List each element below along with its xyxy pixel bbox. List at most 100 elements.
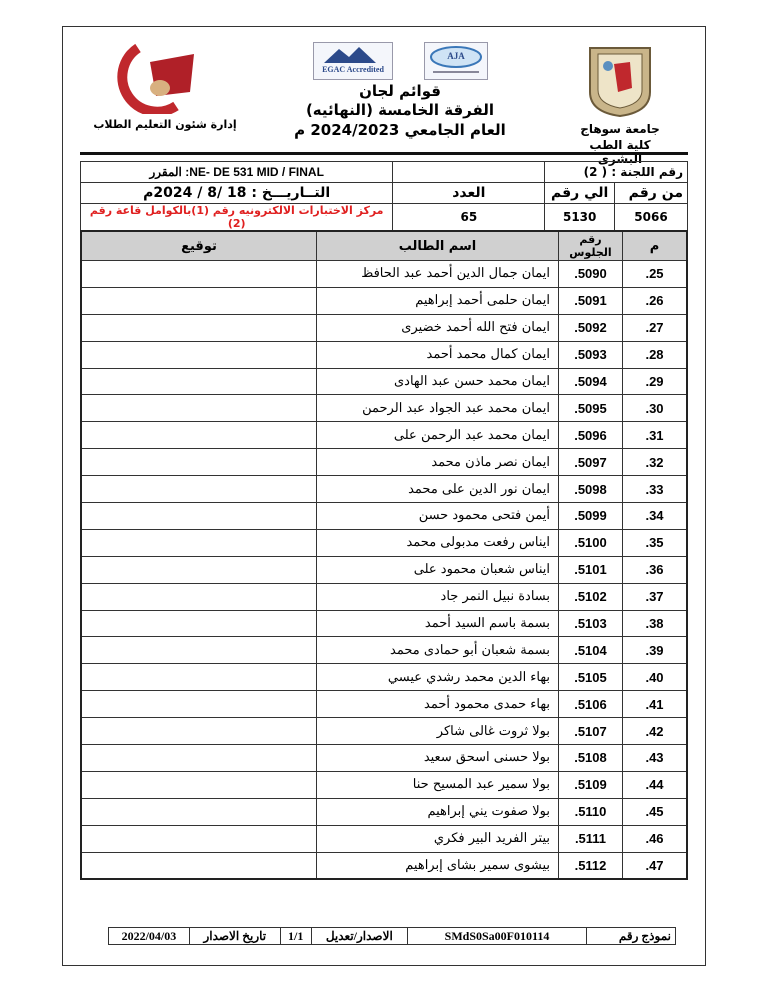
row-index: .34 xyxy=(622,502,688,530)
student-name: بهاء حمدى محمود أحمد xyxy=(316,690,559,719)
signature-cell[interactable] xyxy=(80,582,317,611)
signature-cell[interactable] xyxy=(80,744,317,772)
signature-cell[interactable] xyxy=(80,502,317,530)
table-header-row: م رقم الجلوس اسم الطالب توقيع xyxy=(80,230,688,261)
seat-number: .5099 xyxy=(558,502,623,530)
to-value: 5130 xyxy=(544,203,615,231)
row-index: .28 xyxy=(622,340,688,369)
students-table: م رقم الجلوس اسم الطالب توقيع .25.5090 اي… xyxy=(80,230,688,881)
seat-number: .5110 xyxy=(558,797,623,826)
student-name: ايمان محمد عبد الرحمن على xyxy=(316,421,559,450)
seat-number: .5098 xyxy=(558,475,623,504)
seat-number: .5096 xyxy=(558,421,623,450)
seat-number: .5112 xyxy=(558,851,623,880)
student-name: ايمان فتح الله أحمد خضيرى xyxy=(316,313,559,342)
table-row: .25.5090 ايمان جمال الدين أحمد عبد الحافظ xyxy=(80,260,688,288)
seat-number: .5105 xyxy=(558,663,623,692)
row-index: .46 xyxy=(622,824,688,853)
form-footer-table: نموذج رقم SMdS0Sa00F010114 الاصدار/تعديل… xyxy=(108,927,676,945)
table-row: .43.5108 بولا حسنى اسحق سعيد xyxy=(80,744,688,772)
table-row: .46.5111 بيتر الفريد البير فكري xyxy=(80,824,688,853)
student-name: ايمان جمال الدين أحمد عبد الحافظ xyxy=(316,260,559,288)
signature-cell[interactable] xyxy=(80,475,317,504)
signature-cell[interactable] xyxy=(80,260,317,288)
signature-cell[interactable] xyxy=(80,555,317,584)
signature-cell[interactable] xyxy=(80,636,317,665)
signature-cell[interactable] xyxy=(80,717,317,746)
page-border xyxy=(62,26,706,966)
student-name: بيشوى سمير بشاى إبراهيم xyxy=(316,851,559,880)
student-name: بسادة نبيل النمر جاد xyxy=(316,582,559,611)
seat-number: .5108 xyxy=(558,744,623,772)
to-label: الي رقم xyxy=(544,182,615,204)
row-index: .31 xyxy=(622,421,688,450)
row-index: .39 xyxy=(622,636,688,665)
course-code: NE- DE 531 MID / FINAL: المقرر xyxy=(79,161,394,183)
seat-number: .5091 xyxy=(558,286,623,315)
form-number-value: SMdS0Sa00F010114 xyxy=(407,927,587,945)
count-value: 65 xyxy=(392,203,546,231)
from-label: من رقم xyxy=(614,182,688,204)
exam-date: التــاريـــخ : 18 /8 / 2024م xyxy=(79,182,394,204)
header-divider xyxy=(80,152,688,155)
table-row: .41.5106 بهاء حمدى محمود أحمد xyxy=(80,690,688,719)
signature-cell[interactable] xyxy=(80,851,317,880)
student-name: ايمان حلمى أحمد إبراهيم xyxy=(316,286,559,315)
student-name: أيمن فتحى محمود حسن xyxy=(316,502,559,530)
signature-cell[interactable] xyxy=(80,824,317,853)
version-value: 1/1 xyxy=(279,927,312,945)
row-index: .45 xyxy=(622,797,688,826)
department-name: إدارة شئون التعليم الطلاب xyxy=(93,118,237,131)
table-row: .36.5101 ايناس شعبان محمود على xyxy=(80,555,688,584)
student-name: بولا صفوت يني إبراهيم xyxy=(316,797,559,826)
table-row: .42.5107 بولا ثروت غالى شاكر xyxy=(80,717,688,746)
table-row: .38.5103 بسمة باسم السيد أحمد xyxy=(80,609,688,638)
issue-date-label: تاريخ الاصدار xyxy=(188,927,281,945)
student-name: ايناس رفعت مدبولى محمد xyxy=(316,528,559,557)
faculty-medicine-logo xyxy=(98,40,210,117)
student-name: ايمان كمال محمد أحمد xyxy=(316,340,559,369)
aja-certification-logo: AJA xyxy=(424,42,488,80)
row-index: .35 xyxy=(622,528,688,557)
row-index: .40 xyxy=(622,663,688,692)
egac-logo-text: EGAC Accredited xyxy=(322,65,384,74)
seat-number: .5102 xyxy=(558,582,623,611)
table-row: .37.5102 بسادة نبيل النمر جاد xyxy=(80,582,688,611)
row-index: .38 xyxy=(622,609,688,638)
signature-cell[interactable] xyxy=(80,797,317,826)
student-name: بهاء الدين محمد رشدي عيسي xyxy=(316,663,559,692)
from-value: 5066 xyxy=(614,203,688,231)
seat-number: .5092 xyxy=(558,313,623,342)
signature-cell[interactable] xyxy=(80,340,317,369)
signature-cell[interactable] xyxy=(80,367,317,396)
seat-number: .5103 xyxy=(558,609,623,638)
student-name: بولا سمير عبد المسيح حنا xyxy=(316,770,559,799)
header-student-name: اسم الطالب xyxy=(316,230,559,261)
egac-accreditation-logo: EGAC Accredited xyxy=(313,42,393,80)
signature-cell[interactable] xyxy=(80,313,317,342)
title-line-2: الفرقة الخامسة (النهائيه) xyxy=(305,101,495,119)
student-name: بيتر الفريد البير فكري xyxy=(316,824,559,853)
exam-location: مركز الاختبارات الالكترونيه رقم (1)بالكو… xyxy=(79,203,394,231)
seat-number: .5107 xyxy=(558,717,623,746)
student-name: بولا حسنى اسحق سعيد xyxy=(316,744,559,772)
header-signature: توقيع xyxy=(80,230,317,261)
table-row: .47.5112 بيشوى سمير بشاى إبراهيم xyxy=(80,851,688,880)
signature-cell[interactable] xyxy=(80,448,317,477)
row-index: .42 xyxy=(622,717,688,746)
signature-cell[interactable] xyxy=(80,421,317,450)
signature-cell[interactable] xyxy=(80,770,317,799)
signature-cell[interactable] xyxy=(80,690,317,719)
committee-number: رقم اللجنة : ( 2) xyxy=(544,161,688,183)
signature-cell[interactable] xyxy=(80,609,317,638)
signature-cell[interactable] xyxy=(80,528,317,557)
signature-cell[interactable] xyxy=(80,663,317,692)
signature-cell[interactable] xyxy=(80,286,317,315)
table-row: .27.5092 ايمان فتح الله أحمد خضيرى xyxy=(80,313,688,342)
student-name: بسمة باسم السيد أحمد xyxy=(316,609,559,638)
row-index: .41 xyxy=(622,690,688,719)
row-index: .47 xyxy=(622,851,688,880)
table-row: .31.5096 ايمان محمد عبد الرحمن على xyxy=(80,421,688,450)
signature-cell[interactable] xyxy=(80,394,317,423)
table-row: .34.5099 أيمن فتحى محمود حسن xyxy=(80,502,688,530)
